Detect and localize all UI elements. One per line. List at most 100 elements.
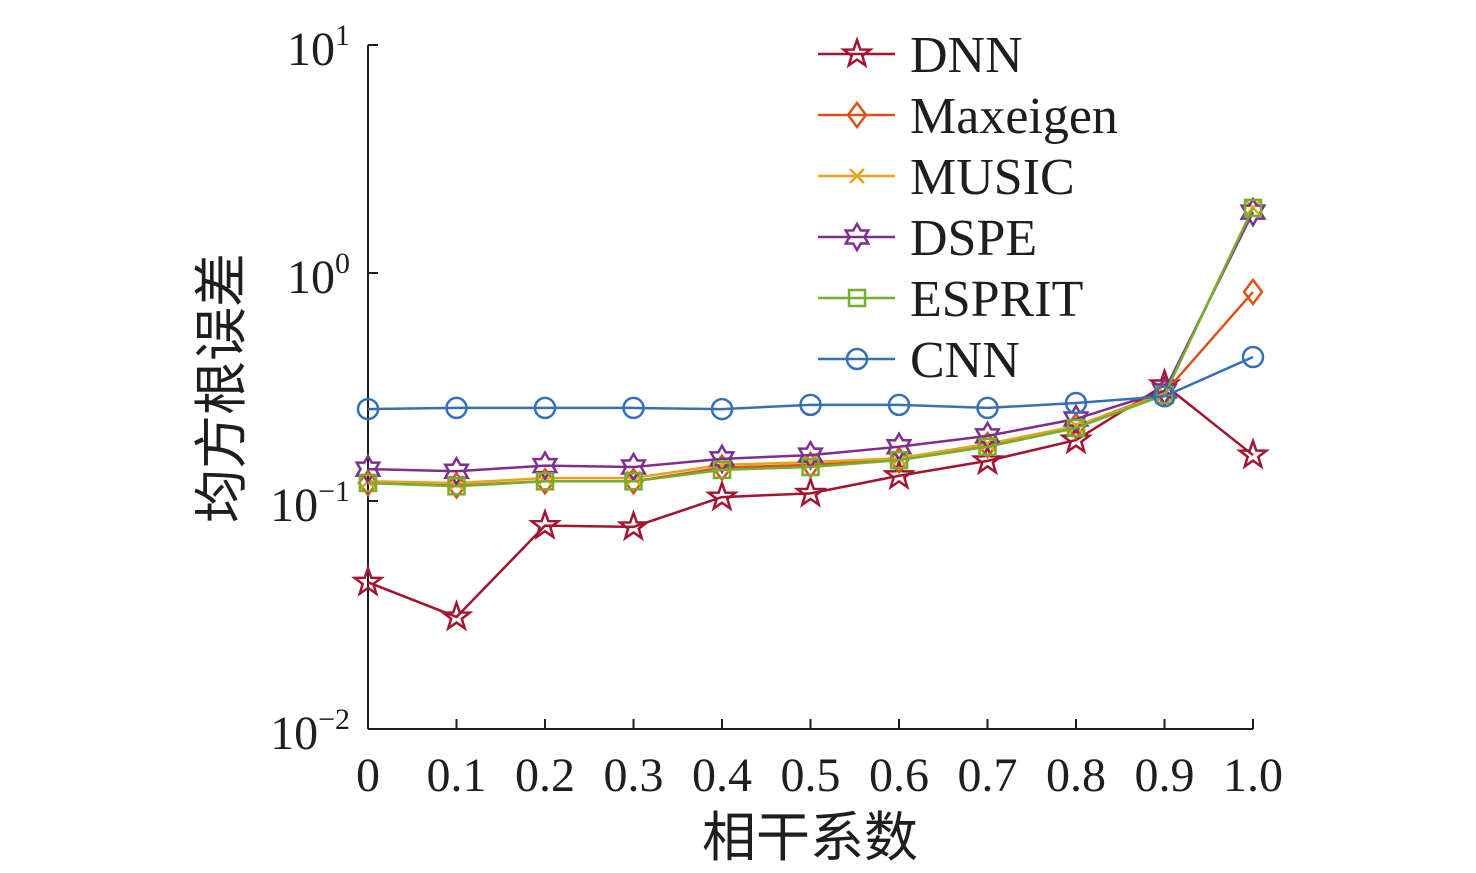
esprit-point-7: [978, 437, 997, 456]
dnn-point-5: [793, 475, 828, 508]
legend-label-music: MUSIC: [910, 149, 1075, 206]
legend-label-dspe: DSPE: [910, 210, 1037, 267]
dnn-point-8: [1059, 422, 1093, 455]
legend-item-cnn: CNN: [818, 332, 1020, 389]
cnn-point-4: [710, 397, 734, 421]
series-line-dspe: [367, 211, 1255, 473]
y-tick-label-exponent-2: −1: [318, 475, 350, 508]
cnn-point-6: [887, 393, 911, 417]
cnn-point-7: [976, 396, 999, 420]
x-axis-title: 相干系数: [702, 808, 918, 868]
series-cnn: [356, 345, 1265, 421]
x-tick-label-4: 0.4: [692, 749, 752, 802]
x-tick-label-6: 0.6: [869, 749, 929, 802]
x-tick-label-7: 0.7: [958, 749, 1018, 802]
esprit-point-4: [712, 460, 732, 480]
dnn-point-10: [1236, 437, 1270, 470]
series-dnn: [351, 367, 1270, 632]
y-tick-label-exponent-1: 0: [335, 247, 350, 280]
series-line-esprit: [367, 207, 1255, 488]
series-maxeigen: [357, 277, 1264, 500]
dspe-point-2: [531, 450, 559, 482]
x-tick-label-1: 0.1: [427, 749, 487, 802]
legend-marker-cnn: [845, 347, 869, 371]
y-tick-label-base-0: 10: [287, 23, 335, 76]
legend-label-esprit: ESPRIT: [910, 271, 1083, 328]
dnn-point-0: [351, 564, 385, 597]
y-tick-label-base-3: 10: [270, 707, 318, 760]
legend-item-dspe: DSPE: [818, 210, 1037, 267]
maxeigen-point-8: [1065, 412, 1087, 441]
series-line-maxeigen: [367, 291, 1254, 487]
series-line-dnn: [367, 383, 1254, 619]
dspe-point-4: [708, 443, 736, 475]
cnn-point-8: [1064, 391, 1088, 415]
y-tick-label-3: 10−2: [270, 703, 350, 760]
dnn-point-2: [528, 507, 562, 541]
dnn-point-6: [882, 457, 916, 491]
legend-marker-dnn: [840, 36, 874, 69]
dspe-point-10: [1239, 196, 1267, 228]
y-tick-label-1: 100: [287, 247, 350, 304]
dnn-point-7: [970, 443, 1005, 476]
legend-marker-maxeigen: [846, 100, 868, 130]
dnn-point-1: [439, 599, 474, 632]
maxeigen-point-0: [357, 468, 379, 498]
esprit-point-6: [889, 450, 909, 470]
dspe-point-0: [354, 453, 382, 485]
dspe-point-8: [1062, 403, 1090, 435]
cnn-point-2: [533, 396, 557, 420]
legend-marker-esprit: [847, 288, 867, 308]
y-tick-label-exponent-0: 1: [335, 19, 350, 52]
dspe-point-1: [443, 455, 470, 487]
legend-label-dnn: DNN: [910, 27, 1023, 84]
series-line-cnn: [367, 355, 1254, 411]
x-tick-label-10: 1.0: [1223, 749, 1283, 802]
dnn-point-3: [616, 509, 651, 542]
y-tick-label-base-2: 10: [270, 479, 318, 532]
cnn-point-0: [356, 397, 380, 421]
y-axis-title: 均方根误差: [192, 253, 252, 523]
dspe-point-7: [974, 420, 1001, 452]
esprit-point-2: [535, 472, 555, 491]
esprit-point-8: [1066, 418, 1086, 438]
cnn-point-1: [445, 396, 468, 420]
series-esprit: [358, 198, 1263, 496]
cnn-point-9: [1153, 385, 1176, 408]
x-tick-label-2: 0.2: [515, 749, 575, 802]
x-tick-label-5: 0.5: [781, 749, 841, 802]
esprit-point-3: [624, 472, 643, 491]
legend-marker-music: [849, 168, 865, 184]
series-music: [360, 200, 1261, 491]
legend-item-esprit: ESPRIT: [818, 271, 1083, 328]
x-tick-label-9: 0.9: [1135, 749, 1195, 802]
esprit-point-1: [447, 477, 466, 496]
y-tick-label-2: 10−1: [270, 475, 350, 532]
esprit-point-5: [801, 457, 820, 477]
music-point-8: [1068, 418, 1084, 435]
dspe-point-3: [620, 451, 647, 483]
legend-item-music: MUSIC: [818, 149, 1075, 206]
x-tick-label-3: 0.3: [604, 749, 664, 802]
dnn-point-4: [705, 479, 739, 512]
legend-marker-dspe: [843, 221, 871, 253]
cnn-point-3: [622, 396, 645, 420]
y-tick-label-base-1: 10: [287, 251, 335, 304]
legend-item-maxeigen: Maxeigen: [818, 88, 1118, 145]
cnn-point-10: [1241, 345, 1265, 369]
plot-area: [351, 196, 1270, 632]
esprit-point-0: [358, 473, 378, 493]
y-tick-label-exponent-3: −2: [318, 703, 350, 736]
series-dspe: [354, 196, 1267, 487]
legend-label-cnn: CNN: [910, 332, 1020, 389]
cnn-point-5: [799, 393, 822, 417]
x-tick-label-8: 0.8: [1046, 749, 1106, 802]
y-tick-label-0: 101: [287, 19, 350, 76]
x-tick-label-0: 0: [356, 749, 380, 802]
legend-item-dnn: DNN: [818, 27, 1023, 84]
maxeigen-point-7: [976, 430, 999, 460]
